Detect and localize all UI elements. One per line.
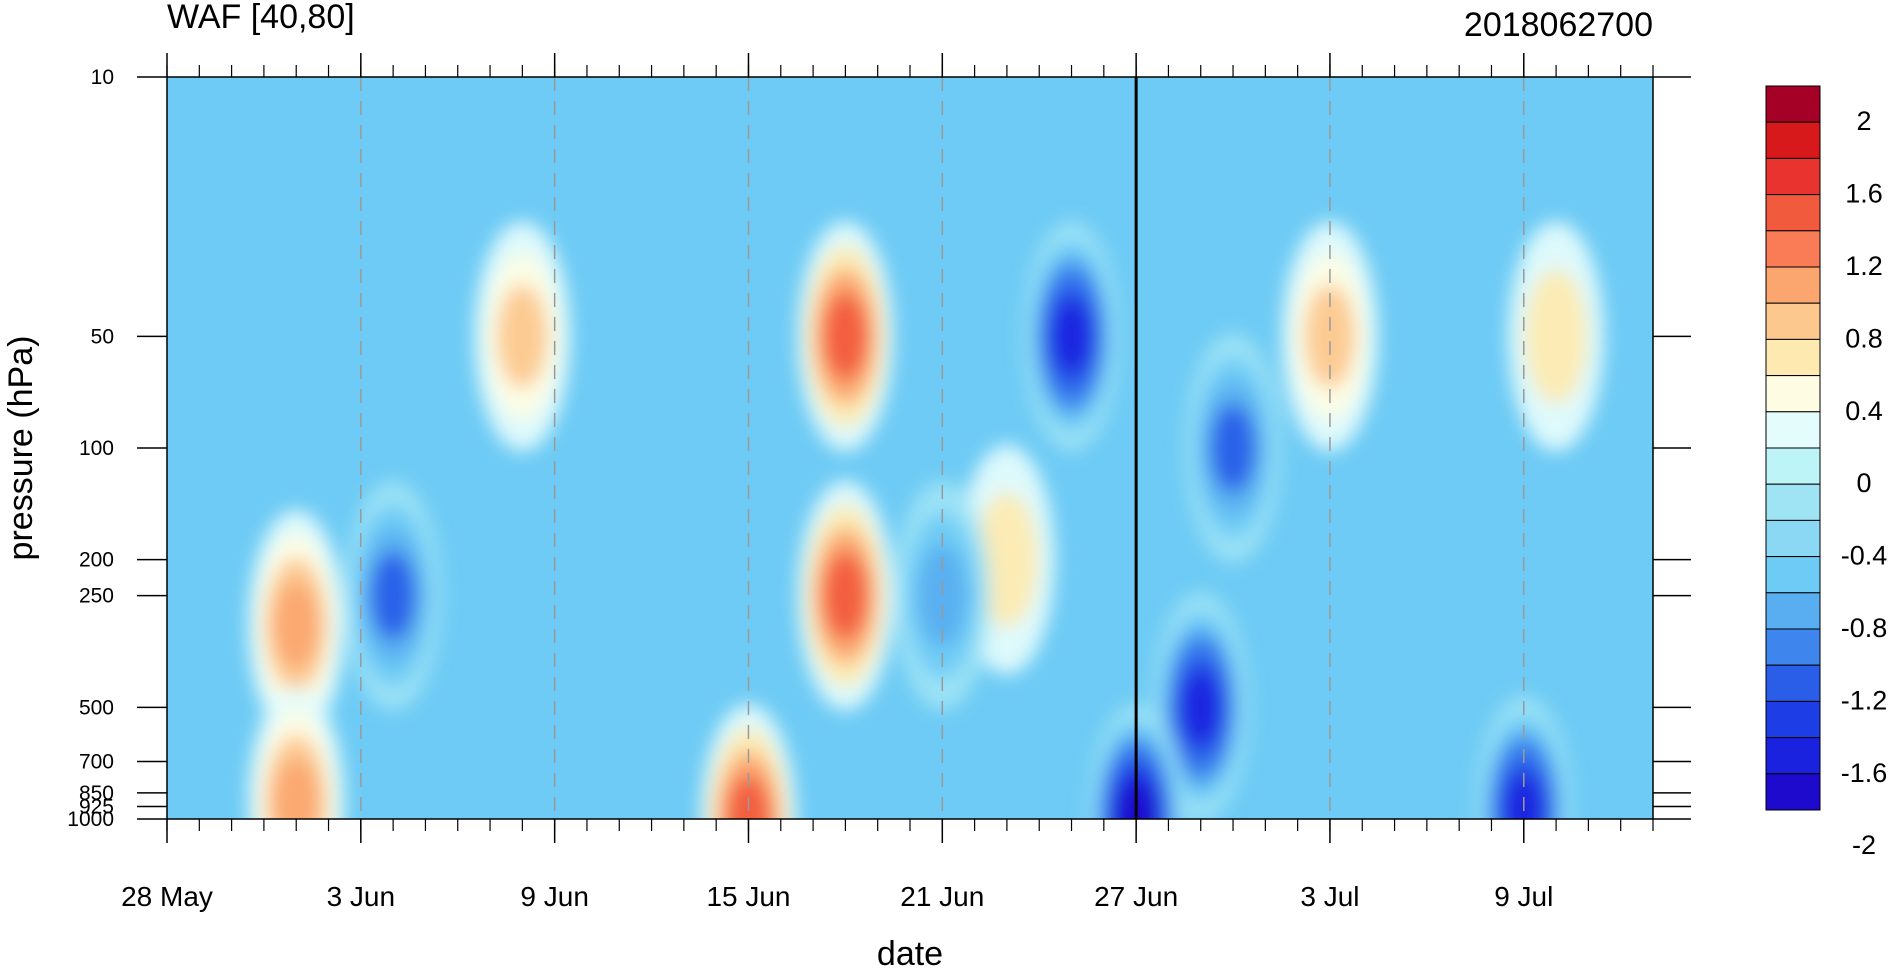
chart-title: WAF [40,80] — [167, 0, 355, 36]
chart-date-stamp: 2018062700 — [1464, 6, 1653, 44]
colorbar-swatch — [1765, 230, 1821, 268]
colorbar-label: -0.4 — [1841, 541, 1888, 571]
colorbar-label: -1.6 — [1841, 758, 1888, 788]
x-tick-label: 9 Jul — [1494, 881, 1553, 912]
field-feature-minimum-9 — [1050, 297, 1093, 376]
y-tick-label: 925 — [79, 795, 114, 818]
x-tick-label: 28 May — [121, 881, 213, 912]
x-axis-title: date — [877, 935, 943, 968]
field-feature-maximum-4 — [497, 284, 548, 388]
x-tick-label: 27 Jun — [1094, 881, 1178, 912]
colorbar-swatch — [1765, 85, 1821, 123]
field-blobs — [248, 221, 1605, 819]
field-feature-maximum-7 — [1304, 284, 1356, 388]
colorbar-swatch — [1765, 773, 1821, 811]
colorbar-swatch — [1765, 664, 1821, 702]
colorbar-swatch — [1765, 628, 1821, 666]
field-feature-maximum-2 — [273, 581, 319, 669]
gridlines — [360, 77, 1525, 819]
field-feature-minimum-13 — [370, 551, 416, 640]
colorbar-swatch — [1765, 157, 1821, 196]
axes: 28 May 3 Jun 9 Jun 15 Jun 21 Jun 27 Jun 3 Jul 9… — [67, 53, 1691, 912]
y-tick-label: 850 — [79, 782, 114, 805]
colorbar-swatch — [1765, 375, 1821, 413]
colorbar-swatch — [1765, 700, 1821, 739]
field-feature-maximum-0 — [822, 292, 868, 381]
y-tick-label: 500 — [79, 696, 114, 719]
colorbar-label: 0.4 — [1845, 396, 1883, 426]
field-feature-maximum-8 — [1525, 268, 1588, 404]
colorbar: 2 1.6 1.2 0.8 0.4 0 -0.4 -0.8 -1.2 -1.6 -2 — [1765, 85, 1888, 860]
colorbar-swatch — [1765, 194, 1821, 232]
y-tick-label: 700 — [79, 751, 114, 774]
x-tick-label: 15 Jun — [706, 881, 790, 912]
colorbar-swatch — [1765, 121, 1821, 159]
field-feature-maximum-6 — [975, 492, 1038, 628]
x-tick-label: 3 Jul — [1300, 881, 1359, 912]
colorbar-swatch — [1765, 592, 1821, 630]
y-tick-label: 10 — [91, 66, 114, 89]
y-tick-label: 50 — [91, 325, 114, 348]
colorbar-label: -0.8 — [1841, 613, 1888, 643]
colorbar-swatch — [1765, 519, 1821, 558]
colorbar-swatch — [1765, 556, 1821, 594]
colorbar-label: 2 — [1856, 106, 1871, 136]
field-feature-minimum-14 — [1210, 404, 1256, 492]
x-tick-label: 3 Jun — [327, 881, 396, 912]
colorbar-label: 0 — [1856, 468, 1871, 498]
field-feature-maximum-3 — [273, 758, 319, 819]
colorbar-swatch — [1765, 338, 1821, 377]
colorbar-swatch — [1765, 266, 1821, 304]
colorbar-label: -1.2 — [1841, 685, 1888, 715]
field-feature-minimum-12 — [1502, 771, 1545, 819]
colorbar-label: 0.8 — [1845, 323, 1883, 353]
y-tick-label: 200 — [79, 549, 114, 572]
contour-field — [167, 77, 1653, 819]
y-axis-title: pressure (hPa) — [2, 336, 40, 561]
field-feature-maximum-1 — [822, 551, 868, 640]
x-tick-label: 9 Jun — [520, 881, 589, 912]
colorbar-swatch — [1765, 411, 1821, 449]
colorbar-swatch — [1765, 302, 1821, 340]
field-feature-minimum-15 — [916, 543, 968, 648]
y-tick-label: 250 — [79, 585, 114, 608]
colorbar-swatch — [1765, 737, 1821, 775]
colorbar-label: 1.6 — [1845, 179, 1883, 209]
colorbar-swatch — [1765, 483, 1821, 521]
field-feature-minimum-10 — [1179, 668, 1222, 747]
colorbar-label: 1.2 — [1845, 251, 1883, 281]
x-tick-label: 21 Jun — [900, 881, 984, 912]
y-tick-label: 1000 — [67, 808, 114, 831]
y-tick-label: 100 — [79, 437, 114, 460]
colorbar-swatch — [1765, 447, 1821, 485]
colorbar-label: -2 — [1852, 830, 1876, 860]
